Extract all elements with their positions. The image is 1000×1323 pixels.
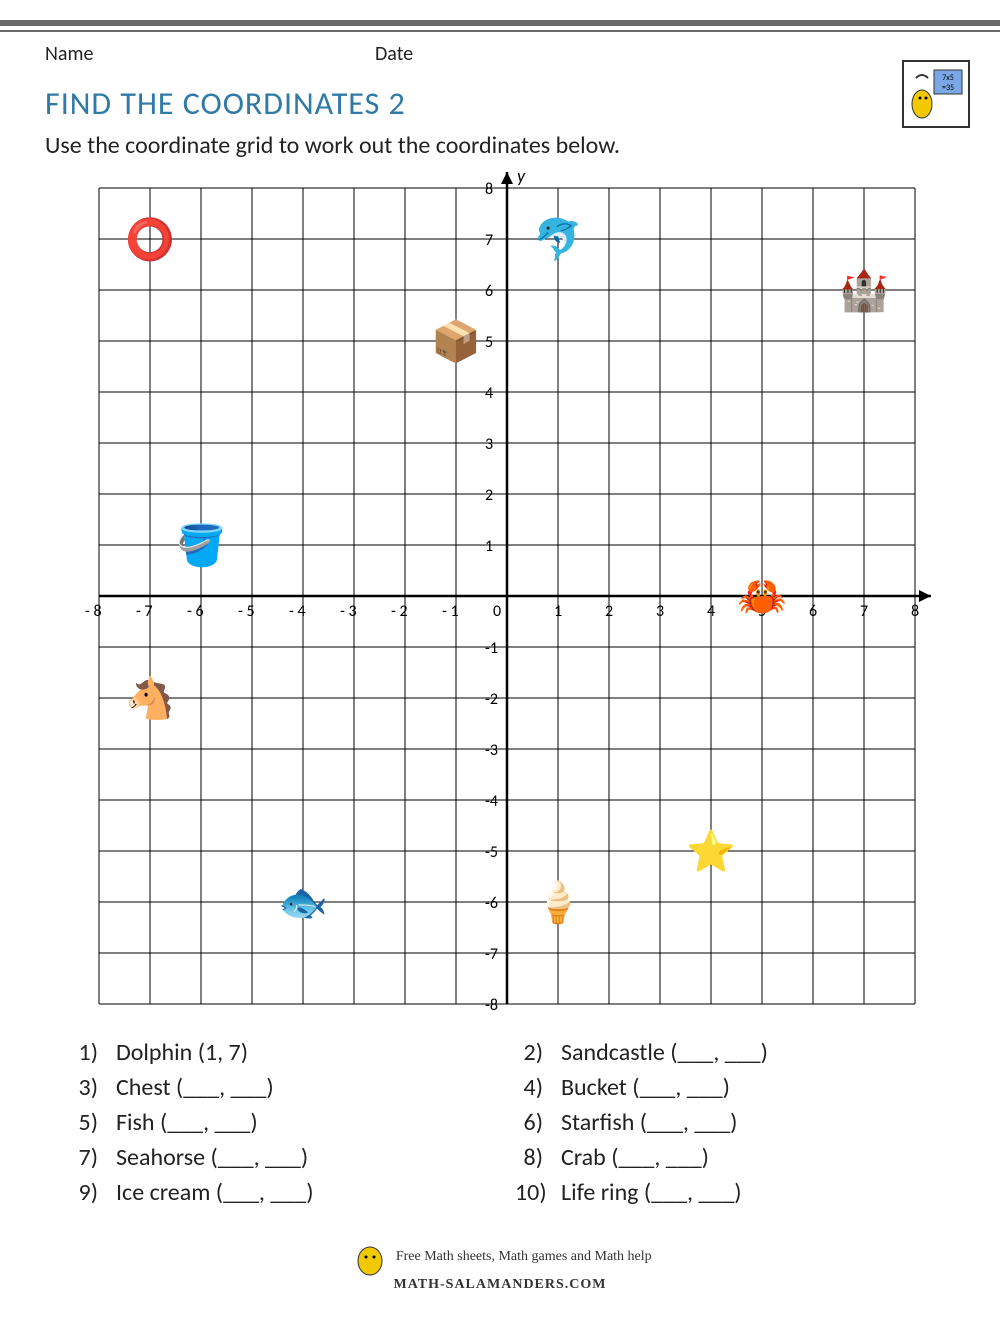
header-row: Name Date [0,42,1000,66]
question-row: 4)Bucket (___, ___) [515,1073,930,1102]
question-text: Dolphin (1, 7) [116,1038,485,1067]
question-row: 10)Life ring (___, ___) [515,1178,930,1207]
svg-text:2: 2 [605,602,613,621]
question-row: 9)Ice cream (___, ___) [70,1178,485,1207]
svg-text:- 1: - 1 [442,602,459,621]
question-number: 8) [515,1143,561,1172]
svg-text:2: 2 [485,486,493,505]
bucket-icon: 🪣 [176,521,226,570]
svg-text:8: 8 [911,602,919,621]
top-rule [0,20,1000,32]
question-number: 7) [70,1143,116,1172]
question-number: 5) [70,1108,116,1137]
starfish-icon: ⭐ [686,827,736,876]
svg-text:-1: -1 [485,639,498,658]
question-number: 4) [515,1073,561,1102]
question-text: Bucket (___, ___) [561,1073,930,1102]
svg-text:- 2: - 2 [391,602,408,621]
svg-text:4: 4 [485,384,493,403]
svg-text:-2: -2 [485,690,498,709]
footer: Free Math sheets, Math games and Math he… [0,1227,1000,1323]
svg-text:-4: -4 [485,792,498,811]
svg-text:- 7: - 7 [136,602,153,621]
seahorse-icon: 🐴 [125,674,175,723]
question-text: Chest (___, ___) [116,1073,485,1102]
question-text: Crab (___, ___) [561,1143,930,1172]
icecream-icon: 🍦 [533,878,583,927]
question-row: 6)Starfish (___, ___) [515,1108,930,1137]
question-text: Life ring (___, ___) [561,1178,930,1207]
fish-icon: 🐟 [278,878,328,927]
question-row: 3)Chest (___, ___) [70,1073,485,1102]
sandcastle-icon: 🏰 [839,266,889,315]
question-number: 9) [70,1178,116,1207]
svg-text:- 8: - 8 [85,602,102,621]
grid-svg: xy- 8- 7- 6- 5- 4- 3- 2- 1012345678-8-7-… [65,172,935,1022]
svg-text:3: 3 [485,435,493,454]
question-text: Starfish (___, ___) [561,1108,930,1137]
crab-icon: 🦀 [737,572,787,621]
question-text: Ice cream (___, ___) [116,1178,485,1207]
svg-text:3: 3 [656,602,664,621]
footer-line1: Free Math sheets, Math games and Math he… [396,1249,652,1264]
question-number: 2) [515,1038,561,1067]
svg-text:- 5: - 5 [238,602,255,621]
svg-text:4: 4 [707,602,715,621]
question-text: Sandcastle (___, ___) [561,1038,930,1067]
chest-icon: 📦 [431,317,481,366]
question-row: 7)Seahorse (___, ___) [70,1143,485,1172]
svg-text:-8: -8 [485,996,498,1015]
question-text: Fish (___, ___) [116,1108,485,1137]
svg-text:y: y [517,172,526,187]
svg-text:-5: -5 [485,843,498,862]
question-row: 1)Dolphin (1, 7) [70,1038,485,1067]
svg-text:- 6: - 6 [187,602,204,621]
question-number: 10) [515,1178,561,1207]
svg-text:8: 8 [485,180,493,199]
svg-text:1: 1 [485,537,493,556]
question-row: 8)Crab (___, ___) [515,1143,930,1172]
question-number: 3) [70,1073,116,1102]
svg-text:7: 7 [860,602,868,621]
svg-text:-7: -7 [485,945,498,964]
question-row: 5)Fish (___, ___) [70,1108,485,1137]
footer-site: MATH-SALAMANDERS.COM [393,1277,606,1292]
page-title: FIND THE COORDINATES 2 [0,66,1000,131]
svg-text:6: 6 [485,282,493,301]
instructions: Use the coordinate grid to work out the … [0,131,1000,172]
date-label: Date [375,42,955,66]
svg-text:7: 7 [485,231,493,250]
svg-text:- 4: - 4 [289,602,306,621]
question-row: 2)Sandcastle (___, ___) [515,1038,930,1067]
svg-text:0: 0 [493,602,501,621]
question-text: Seahorse (___, ___) [116,1143,485,1172]
svg-text:7x5: 7x5 [942,73,954,83]
svg-text:=35: =35 [942,83,954,93]
svg-text:5: 5 [485,333,493,352]
worksheet-page: Name Date 7x5 =35 FIND THE COORDINATES 2… [0,20,1000,1323]
question-number: 1) [70,1038,116,1067]
svg-text:1: 1 [554,602,562,621]
coordinate-grid: xy- 8- 7- 6- 5- 4- 3- 2- 1012345678-8-7-… [65,172,935,1022]
dolphin-icon: 🐬 [533,215,583,264]
svg-text:-6: -6 [485,894,498,913]
svg-text:6: 6 [809,602,817,621]
svg-text:- 3: - 3 [340,602,357,621]
svg-text:-3: -3 [485,741,498,760]
questions-list: 1)Dolphin (1, 7) 2)Sandcastle (___, ___) 3… [0,1030,1000,1227]
lifering-icon: ⭕ [125,215,175,264]
question-number: 6) [515,1108,561,1137]
logo-icon: 7x5 =35 [902,60,970,128]
name-label: Name [45,42,375,66]
